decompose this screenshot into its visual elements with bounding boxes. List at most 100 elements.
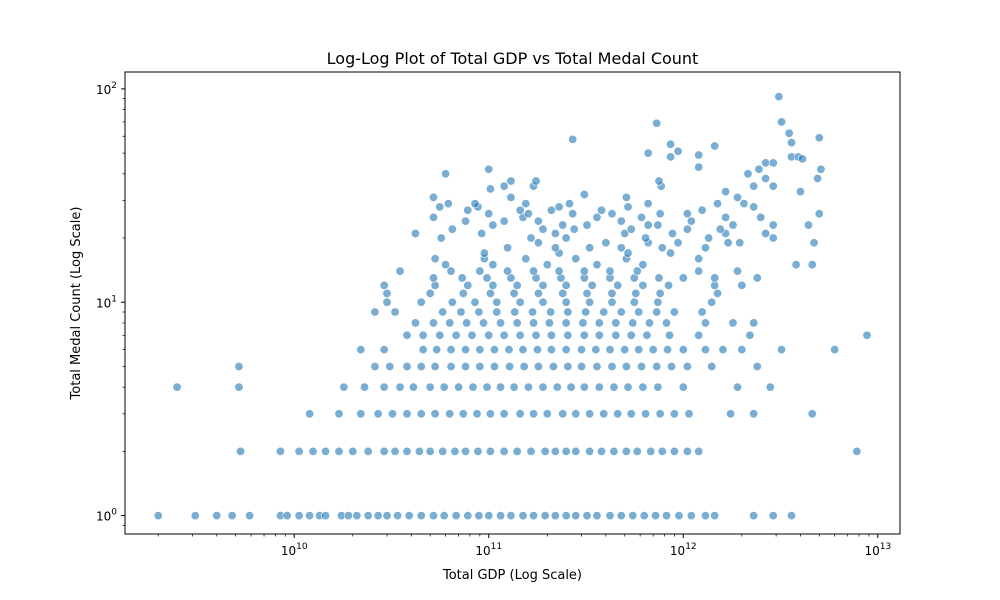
data-point xyxy=(550,511,560,521)
data-point xyxy=(607,361,617,371)
data-point xyxy=(686,216,696,226)
data-point xyxy=(637,361,647,371)
data-point xyxy=(721,187,731,197)
data-point xyxy=(563,361,573,371)
data-point xyxy=(700,511,710,521)
data-point xyxy=(579,266,589,276)
data-point xyxy=(761,229,771,239)
data-point xyxy=(410,229,420,239)
data-point xyxy=(663,345,673,355)
data-point xyxy=(777,345,787,355)
data-point xyxy=(662,318,672,328)
data-point xyxy=(439,511,449,521)
data-point xyxy=(710,273,720,283)
data-point xyxy=(577,345,587,355)
data-point xyxy=(499,181,509,191)
data-point xyxy=(673,146,683,156)
data-point xyxy=(428,273,438,283)
data-point xyxy=(546,330,556,340)
data-point xyxy=(638,260,648,270)
data-point xyxy=(390,307,400,317)
data-point xyxy=(456,307,466,317)
data-point xyxy=(667,361,677,371)
data-point xyxy=(737,280,747,290)
data-point xyxy=(538,224,548,234)
data-point xyxy=(540,446,550,456)
data-point xyxy=(227,511,237,521)
data-point xyxy=(558,409,568,419)
data-point xyxy=(475,345,485,355)
data-point xyxy=(363,511,373,521)
data-point xyxy=(694,446,704,456)
data-point xyxy=(531,330,541,340)
data-point xyxy=(515,330,525,340)
data-point xyxy=(190,511,200,521)
data-point xyxy=(512,446,522,456)
data-point xyxy=(373,511,383,521)
data-point xyxy=(561,233,571,243)
data-point xyxy=(546,307,556,317)
data-point xyxy=(655,209,665,219)
data-point xyxy=(542,409,552,419)
data-point xyxy=(432,345,442,355)
data-point xyxy=(479,318,489,328)
data-point xyxy=(531,176,541,186)
data-point xyxy=(282,511,292,521)
data-point xyxy=(739,199,749,209)
data-point xyxy=(591,345,601,355)
data-point xyxy=(321,446,331,456)
data-point xyxy=(666,139,676,149)
data-point xyxy=(694,266,704,276)
data-point xyxy=(585,409,595,419)
data-point xyxy=(642,330,652,340)
data-point xyxy=(797,154,807,164)
data-point xyxy=(571,446,581,456)
data-point xyxy=(639,511,649,521)
data-point xyxy=(803,220,813,230)
data-point xyxy=(581,307,591,317)
x-tick-label: 1012 xyxy=(670,542,697,558)
data-point xyxy=(499,216,509,226)
data-point xyxy=(628,511,638,521)
data-point xyxy=(634,345,644,355)
data-point xyxy=(518,345,528,355)
data-point xyxy=(503,266,513,276)
data-point xyxy=(529,266,539,276)
data-point xyxy=(533,238,543,248)
data-point xyxy=(461,345,471,355)
data-point xyxy=(579,382,589,392)
data-point xyxy=(634,307,644,317)
data-point xyxy=(533,216,543,226)
data-point xyxy=(609,446,619,456)
data-point xyxy=(425,446,435,456)
data-point xyxy=(592,511,602,521)
data-point xyxy=(678,382,688,392)
data-point xyxy=(754,164,764,174)
x-tick-label: 1010 xyxy=(281,542,308,558)
data-point xyxy=(395,382,405,392)
data-point xyxy=(499,330,509,340)
data-point xyxy=(597,205,607,215)
data-point xyxy=(546,205,556,215)
data-point xyxy=(454,382,464,392)
data-point xyxy=(774,92,784,102)
data-point xyxy=(568,134,578,144)
data-point xyxy=(707,361,717,371)
data-point xyxy=(728,318,738,328)
data-point xyxy=(638,280,648,290)
data-point xyxy=(697,205,707,215)
data-point xyxy=(761,158,771,168)
data-point xyxy=(569,224,579,234)
data-point xyxy=(777,117,787,127)
data-point xyxy=(443,199,453,209)
y-axis: 100 101 102 xyxy=(96,81,125,526)
data-point xyxy=(463,280,473,290)
data-point xyxy=(579,330,589,340)
data-point xyxy=(594,382,604,392)
data-point xyxy=(621,192,631,202)
data-point xyxy=(752,273,762,283)
data-point xyxy=(621,446,631,456)
data-point xyxy=(528,307,538,317)
data-point xyxy=(470,297,480,307)
data-point xyxy=(489,361,499,371)
